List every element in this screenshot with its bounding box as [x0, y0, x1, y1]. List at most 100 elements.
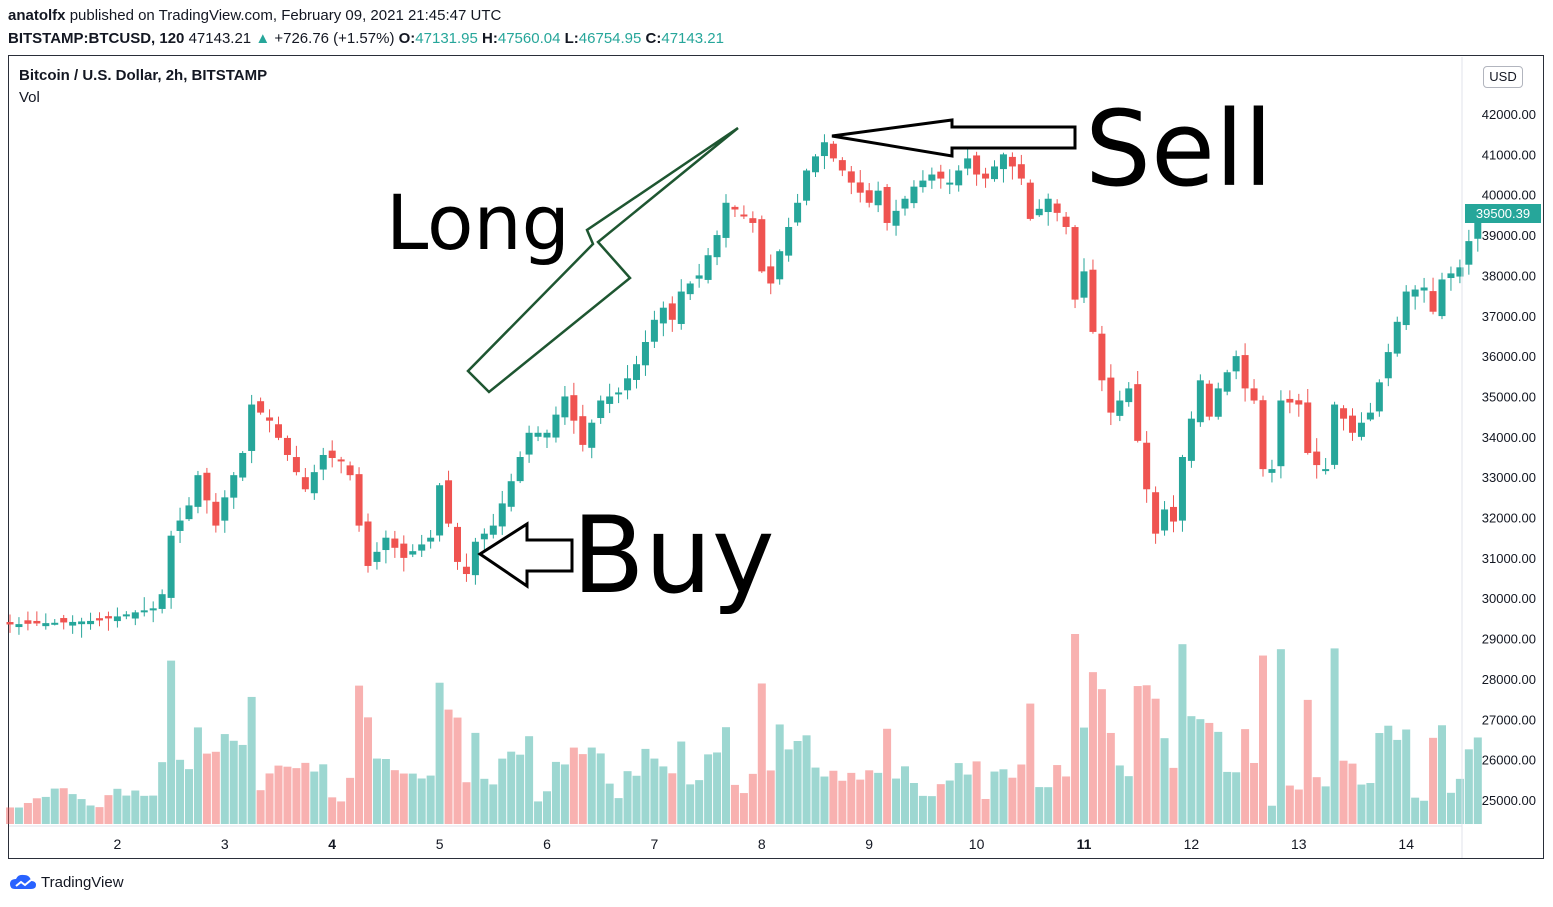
- volume-bar: [847, 772, 856, 824]
- volume-bar: [426, 775, 435, 824]
- candle-body: [641, 341, 649, 366]
- candle-body: [874, 190, 882, 206]
- volume-bar: [704, 754, 713, 824]
- candle-body: [919, 180, 927, 188]
- volume-bar: [1106, 732, 1115, 824]
- candle-body: [1322, 469, 1330, 472]
- volume-bar: [1241, 729, 1250, 824]
- volume-bar: [131, 790, 140, 824]
- y-tick-label: 26000.00: [1482, 753, 1536, 768]
- candle-body: [1259, 400, 1267, 470]
- volume-bar: [1008, 777, 1017, 824]
- volume-bar: [95, 807, 104, 824]
- x-tick-label: 2: [114, 836, 122, 852]
- volume-bar: [1196, 719, 1205, 824]
- volume-bar: [417, 778, 426, 824]
- up-triangle-icon: ▲: [255, 30, 271, 47]
- candle-body: [829, 143, 837, 159]
- open-label: O:: [398, 30, 416, 47]
- candle-body: [713, 235, 721, 258]
- long-arrow: [466, 126, 739, 394]
- candle-body: [427, 537, 435, 542]
- volume-bar: [1088, 672, 1097, 824]
- volume-bar: [784, 749, 793, 824]
- candle-body: [740, 214, 748, 217]
- candle-body: [1241, 355, 1249, 389]
- volume-bar: [632, 775, 641, 824]
- currency-button[interactable]: USD: [1483, 66, 1523, 88]
- volume-bar: [892, 778, 901, 824]
- volume-bar: [1214, 731, 1223, 824]
- candle-body: [686, 283, 694, 295]
- volume-bar: [569, 747, 578, 824]
- volume-bar: [292, 768, 301, 824]
- candle-body: [1178, 457, 1186, 521]
- candle-body: [588, 422, 596, 448]
- candle-body: [1026, 182, 1034, 219]
- volume-bar: [86, 805, 95, 824]
- candle-body: [203, 472, 211, 501]
- x-tick-label: 9: [865, 836, 873, 852]
- candle-body: [1107, 377, 1115, 413]
- volume-bar: [1133, 686, 1142, 824]
- candle-body: [373, 551, 381, 562]
- candle-body: [1429, 291, 1437, 312]
- chart-legend-title: Bitcoin / U.S. Dollar, 2h, BITSTAMP: [19, 67, 268, 84]
- volume-bar: [722, 727, 730, 824]
- volume-bar: [453, 717, 462, 824]
- volume-bar: [614, 798, 623, 824]
- volume-bar: [1357, 784, 1366, 824]
- candle-body: [176, 520, 184, 531]
- candle-body: [1268, 469, 1276, 473]
- candle-body: [78, 621, 86, 625]
- volume-bar: [578, 754, 587, 824]
- candle-body: [418, 544, 426, 551]
- candle-body: [1223, 372, 1231, 392]
- candle-body: [1152, 492, 1160, 534]
- volume-bar: [918, 795, 927, 824]
- volume-bar: [202, 753, 211, 824]
- volume-bar: [399, 773, 408, 824]
- candle-body: [1125, 388, 1133, 403]
- candle-body: [471, 541, 479, 576]
- candle-body: [185, 505, 193, 520]
- volume-bar: [274, 765, 283, 824]
- volume-bar: [757, 683, 766, 824]
- volume-bar: [525, 736, 534, 824]
- candle-body: [167, 535, 175, 598]
- buy-arrow-shape: [477, 521, 574, 589]
- volume-bar: [220, 734, 229, 824]
- volume-bar: [999, 769, 1008, 824]
- volume-bar: [650, 758, 659, 824]
- volume-bar: [1375, 733, 1384, 824]
- y-tick-label: 30000.00: [1482, 591, 1536, 606]
- volume-bar: [310, 771, 319, 824]
- brand-name: TradingView: [41, 873, 124, 891]
- candle-body: [794, 202, 802, 223]
- candle-body: [1295, 400, 1303, 405]
- candle-body: [606, 396, 614, 404]
- tradingview-logo[interactable]: TradingView: [9, 873, 124, 891]
- volume-bar: [793, 741, 802, 824]
- candle-body: [776, 251, 784, 280]
- volume-bar: [23, 802, 32, 824]
- candle-body: [122, 614, 130, 617]
- candle-body: [1465, 241, 1473, 265]
- volume-bar: [534, 801, 543, 824]
- close-value: 47143.21: [661, 30, 724, 47]
- volume-bar: [1267, 805, 1276, 824]
- volume-bar: [936, 784, 945, 824]
- volume-bar: [677, 741, 686, 824]
- candle-body: [722, 202, 730, 238]
- y-tick-label: 35000.00: [1482, 389, 1536, 404]
- candle-body: [1411, 289, 1419, 297]
- volume-bar: [748, 773, 757, 824]
- candle-body: [104, 616, 112, 619]
- volume-bar: [176, 759, 185, 824]
- volume-bar: [605, 783, 614, 824]
- volume-bar: [59, 788, 68, 824]
- volume-bar: [1312, 777, 1321, 824]
- candle-body: [758, 219, 766, 272]
- candle-body: [812, 156, 819, 173]
